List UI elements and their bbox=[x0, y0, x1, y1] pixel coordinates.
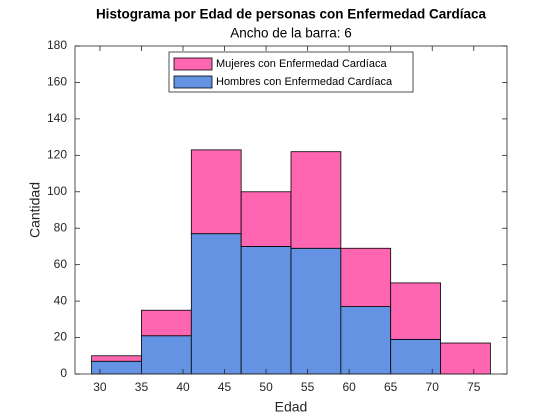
bar bbox=[290, 247, 342, 375]
bar bbox=[190, 233, 242, 375]
x-tick-label: 60 bbox=[342, 380, 356, 394]
y-tick-label: 140 bbox=[47, 111, 67, 125]
y-tick-label: 20 bbox=[54, 330, 68, 344]
legend-label: Mujeres con Enfermedad Cardíaca bbox=[216, 58, 387, 70]
bar bbox=[340, 247, 392, 307]
bar bbox=[91, 360, 142, 375]
y-tick-label: 0 bbox=[60, 366, 67, 380]
legend-swatch bbox=[173, 75, 213, 89]
x-tick-label: 50 bbox=[259, 380, 273, 394]
bar bbox=[240, 246, 292, 375]
x-tick-label: 30 bbox=[93, 380, 107, 394]
y-tick-label: 40 bbox=[54, 293, 68, 307]
chart-subtitle: Ancho de la barra: 6 bbox=[230, 26, 352, 41]
x-tick-label: 40 bbox=[176, 380, 190, 394]
bar bbox=[141, 309, 192, 337]
y-axis-label: Cantidad bbox=[27, 182, 43, 238]
y-tick-label: 180 bbox=[47, 38, 67, 52]
bar bbox=[91, 355, 142, 362]
legend-swatch bbox=[173, 57, 213, 71]
bar bbox=[290, 151, 342, 249]
x-tick-label: 70 bbox=[426, 380, 440, 394]
y-tick-label: 160 bbox=[47, 75, 67, 89]
x-tick-label: 75 bbox=[467, 380, 481, 394]
bar bbox=[141, 335, 192, 375]
bar bbox=[390, 338, 441, 375]
bar bbox=[340, 306, 392, 375]
bar bbox=[240, 191, 292, 247]
x-tick-label: 55 bbox=[301, 380, 315, 394]
bar bbox=[190, 149, 242, 235]
x-axis-label: Edad bbox=[275, 399, 308, 415]
y-tick-label: 60 bbox=[54, 257, 68, 271]
y-tick-label: 100 bbox=[47, 184, 67, 198]
x-tick-label: 45 bbox=[218, 380, 232, 394]
plot-frame bbox=[74, 45, 508, 375]
legend-label: Hombres con Enfermedad Cardíaca bbox=[216, 76, 393, 88]
bar bbox=[390, 282, 441, 340]
x-tick-label: 65 bbox=[384, 380, 398, 394]
y-tick-label: 80 bbox=[54, 220, 68, 234]
y-tick-label: 120 bbox=[47, 148, 67, 162]
x-tick-label: 35 bbox=[135, 380, 149, 394]
chart-title: Histograma por Edad de personas con Enfe… bbox=[96, 7, 487, 22]
bar bbox=[440, 342, 491, 375]
